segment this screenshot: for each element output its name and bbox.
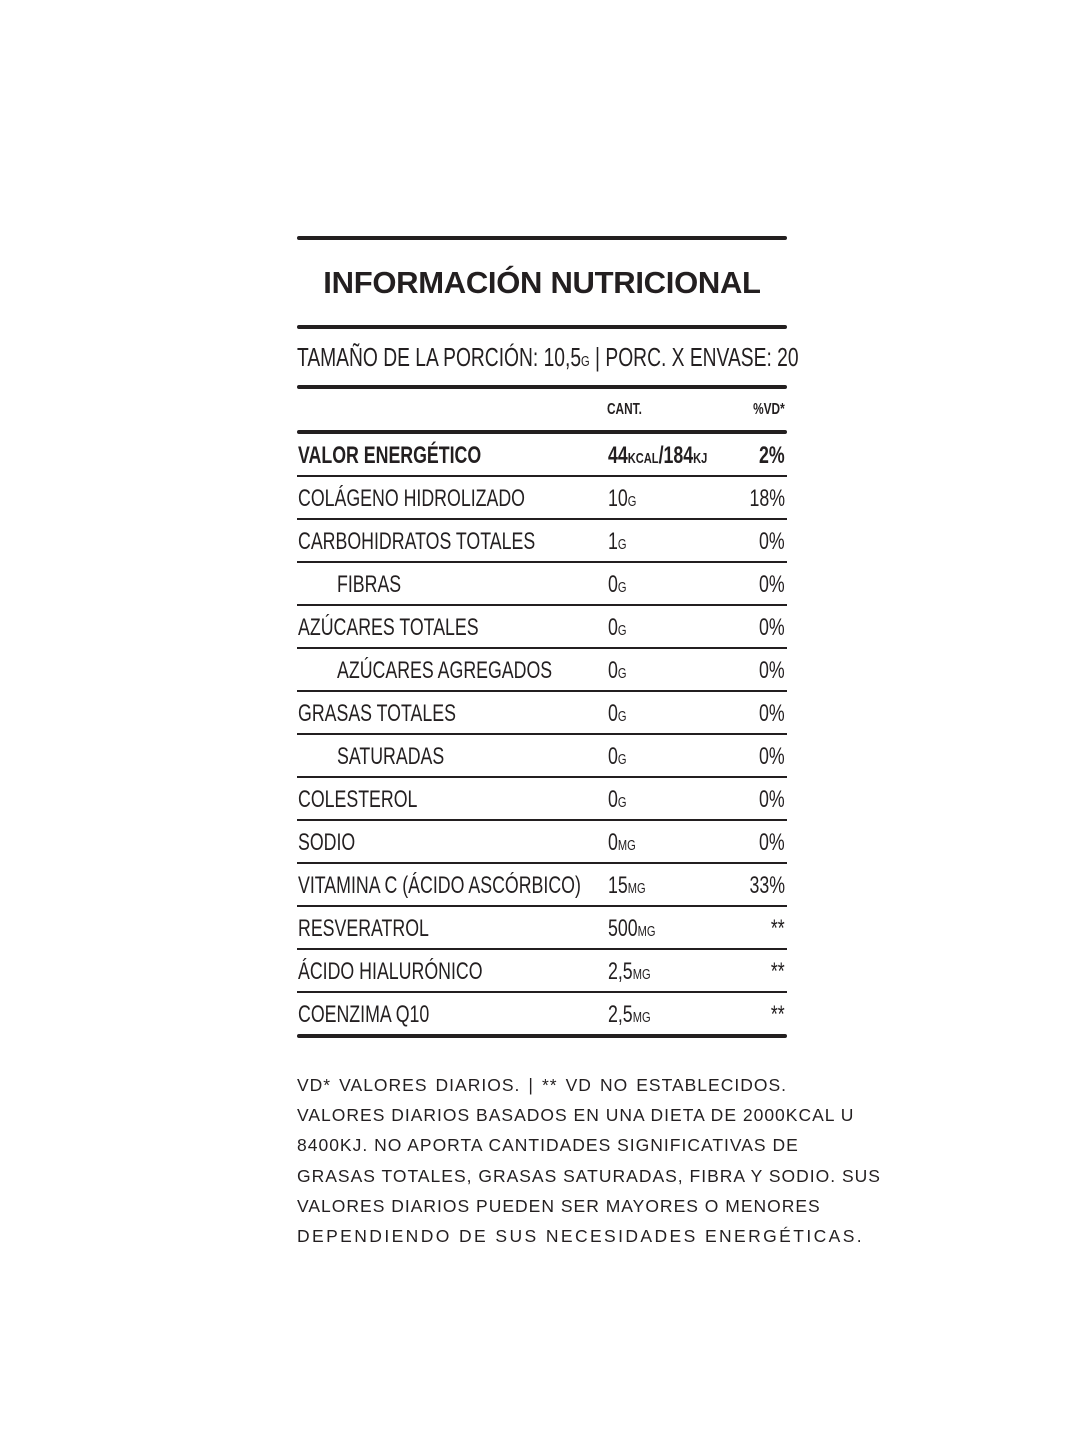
- nutrient-amount-alt: /184: [658, 442, 694, 469]
- nutrient-row: COLESTEROL 0G 0%: [297, 778, 787, 821]
- nutrient-unit: MG: [617, 837, 636, 854]
- nutrient-name: GRASAS TOTALES: [298, 700, 456, 727]
- nutrient-unit: G: [617, 579, 627, 596]
- nutrient-amount: 0: [608, 657, 618, 684]
- divider: [297, 430, 787, 434]
- nutrient-amount: 0: [608, 829, 618, 856]
- nutrient-unit: G: [617, 794, 627, 811]
- nutrient-dv: 0%: [759, 700, 785, 727]
- column-amount: CANT.: [607, 401, 642, 418]
- serving-info: TAMAÑO DE LA PORCIÓN: 10,5G | PORC. X EN…: [297, 329, 799, 385]
- nutrient-name: SODIO: [298, 829, 356, 856]
- nutrient-amount: 2,5: [608, 1001, 633, 1028]
- nutrient-unit: G: [617, 751, 627, 768]
- nutrient-amount: 0: [608, 743, 618, 770]
- nutrient-dv: 2%: [759, 442, 785, 469]
- nutrient-row: SODIO 0MG 0%: [297, 821, 787, 864]
- nutrient-dv: 0%: [759, 786, 785, 813]
- nutrient-dv: **: [771, 915, 785, 942]
- nutrient-row: ÁCIDO HIALURÓNICO 2,5MG **: [297, 950, 787, 993]
- nutrient-dv: **: [771, 958, 785, 985]
- serving-size-unit: G: [581, 352, 590, 370]
- nutrient-unit: G: [627, 493, 637, 510]
- divider: [297, 236, 787, 240]
- nutrient-table: VALOR ENERGÉTICO 44KCAL/184KJ 2% COLÁGENO H…: [297, 434, 787, 1034]
- nutrient-name: COENZIMA Q10: [298, 1001, 430, 1028]
- nutrient-amount: 0: [608, 786, 618, 813]
- nutrient-row: COENZIMA Q10 2,5MG **: [297, 993, 787, 1034]
- nutrient-row: GRASAS TOTALES 0G 0%: [297, 692, 787, 735]
- serving-size: TAMAÑO DE LA PORCIÓN: 10,5: [297, 341, 582, 372]
- nutrient-unit: KCAL: [627, 450, 659, 467]
- footnote: VD* VALORES DIARIOS. | ** VD NO ESTABLEC…: [297, 1070, 881, 1251]
- divider: [297, 325, 787, 329]
- nutrient-name: AZÚCARES AGREGADOS: [337, 657, 553, 684]
- footnote-line: VD* VALORES DIARIOS. | ** VD NO ESTABLEC…: [297, 1075, 787, 1095]
- nutrient-amount: 15: [608, 872, 628, 899]
- nutrient-unit: G: [617, 536, 627, 553]
- nutrient-name: AZÚCARES TOTALES: [298, 614, 479, 641]
- nutrient-name: VALOR ENERGÉTICO: [298, 442, 482, 469]
- serving-separator: |: [589, 341, 606, 372]
- nutrient-name: VITAMINA C (ÁCIDO ASCÓRBICO): [298, 872, 581, 899]
- footnote-line: DEPENDIENDO DE SUS NECESIDADES ENERGÉTIC…: [297, 1226, 865, 1247]
- nutrient-row: AZÚCARES TOTALES 0G 0%: [297, 606, 787, 649]
- nutrient-amount: 44: [608, 442, 628, 469]
- nutrient-unit-alt: KJ: [693, 450, 708, 467]
- nutrient-amount: 500: [608, 915, 638, 942]
- nutrient-name: COLESTEROL: [298, 786, 418, 813]
- nutrient-amount: 10: [608, 485, 628, 512]
- nutrient-row: FIBRAS 0G 0%: [297, 563, 787, 606]
- footnote-line: VALORES DIARIOS PUEDEN SER MAYORES O MEN…: [297, 1195, 821, 1216]
- nutrient-unit: G: [617, 708, 627, 725]
- nutrient-dv: 0%: [759, 743, 785, 770]
- nutrient-dv: 0%: [759, 614, 785, 641]
- footnote-line: VALORES DIARIOS BASADOS EN UNA DIETA DE …: [297, 1105, 855, 1126]
- nutrient-amount: 2,5: [608, 958, 633, 985]
- nutrient-name: ÁCIDO HIALURÓNICO: [298, 958, 483, 985]
- nutrient-amount: 0: [608, 700, 618, 727]
- nutrient-row: VITAMINA C (ÁCIDO ASCÓRBICO) 15MG 33%: [297, 864, 787, 907]
- nutrient-row: AZÚCARES AGREGADOS 0G 0%: [297, 649, 787, 692]
- nutrient-dv: 18%: [749, 485, 785, 512]
- nutrition-facts-label: INFORMACIÓN NUTRICIONAL TAMAÑO DE LA POR…: [297, 236, 799, 1038]
- column-headers: CANT. %VD*: [297, 389, 787, 430]
- nutrient-row: VALOR ENERGÉTICO 44KCAL/184KJ 2%: [297, 434, 787, 477]
- nutrient-dv: 0%: [759, 657, 785, 684]
- nutrient-row: CARBOHIDRATOS TOTALES 1G 0%: [297, 520, 787, 563]
- nutrient-dv: 33%: [749, 872, 785, 899]
- nutrient-unit: G: [617, 665, 627, 682]
- nutrient-dv: 0%: [759, 571, 785, 598]
- nutrient-unit: MG: [627, 880, 646, 897]
- nutrient-name: FIBRAS: [337, 571, 402, 598]
- nutrient-name: RESVERATROL: [298, 915, 429, 942]
- nutrient-row: COLÁGENO HIDROLIZADO 10G 18%: [297, 477, 787, 520]
- nutrient-row: RESVERATROL 500MG **: [297, 907, 787, 950]
- servings-per-container: PORC. X ENVASE: 20: [605, 341, 799, 372]
- nutrient-dv: **: [771, 1001, 785, 1028]
- nutrient-amount: 0: [608, 571, 618, 598]
- nutrient-row: SATURADAS 0G 0%: [297, 735, 787, 778]
- nutrient-name: CARBOHIDRATOS TOTALES: [298, 528, 536, 555]
- nutrient-unit: MG: [632, 1009, 651, 1026]
- nutrient-dv: 0%: [759, 829, 785, 856]
- divider: [297, 385, 787, 389]
- nutrient-unit: MG: [632, 966, 651, 983]
- nutrient-amount: 0: [608, 614, 618, 641]
- nutrient-unit: G: [617, 622, 627, 639]
- footnote-line: 8400KJ. NO APORTA CANTIDADES SIGNIFICATI…: [297, 1135, 799, 1156]
- footnote-line: GRASAS TOTALES, GRASAS SATURADAS, FIBRA …: [297, 1165, 881, 1186]
- nutrient-name: COLÁGENO HIDROLIZADO: [298, 485, 525, 512]
- nutrient-dv: 0%: [759, 528, 785, 555]
- nutrient-amount: 1: [608, 528, 618, 555]
- nutrient-unit: MG: [637, 923, 656, 940]
- divider: [297, 1034, 787, 1038]
- nutrient-name: SATURADAS: [337, 743, 445, 770]
- label-title: INFORMACIÓN NUTRICIONAL: [323, 264, 761, 300]
- column-dv: %VD*: [753, 401, 785, 418]
